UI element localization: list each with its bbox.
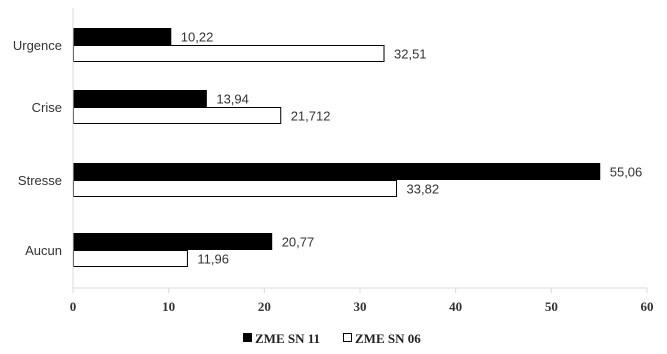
x-tick-label: 20 (258, 299, 271, 314)
legend-swatch (243, 333, 252, 342)
legend-swatch (343, 333, 352, 342)
bar-zme-sn-11 (73, 163, 601, 180)
bar-zme-sn-06 (73, 45, 385, 62)
data-label: 20,77 (282, 235, 315, 250)
bar-zme-sn-06 (73, 107, 282, 124)
bars-group (73, 28, 601, 267)
data-label: 11,96 (197, 252, 229, 267)
bar-zme-sn-06 (73, 250, 188, 267)
x-axis: 0 10 20 30 40 50 60 (70, 8, 654, 314)
category-label: Aucun (25, 243, 62, 258)
x-tick-label: 0 (70, 299, 77, 314)
x-tick-label: 60 (641, 299, 654, 314)
legend-item-zme-sn-06: ZME SN 06 (355, 331, 421, 346)
data-label: 21,712 (291, 109, 331, 124)
category-label: Stresse (18, 173, 62, 188)
bar-zme-sn-11 (73, 233, 273, 250)
data-label: 10,22 (181, 30, 214, 45)
category-labels-group: Urgence Crise Stresse Aucun (13, 38, 62, 258)
x-tick-label: 30 (354, 299, 367, 314)
x-tick-label: 40 (449, 299, 462, 314)
value-labels-group: 10,22 32,51 13,94 21,712 55,06 33,82 20,77 11,9… (181, 30, 643, 267)
bar-zme-sn-11 (73, 28, 172, 45)
x-tick-label: 50 (545, 299, 558, 314)
data-label: 13,94 (216, 92, 249, 107)
category-label: Urgence (13, 38, 62, 53)
legend-item-zme-sn-11: ZME SN 11 (255, 331, 320, 346)
data-label: 33,82 (407, 182, 440, 197)
bar-zme-sn-11 (73, 90, 207, 107)
x-tick-label: 10 (162, 299, 175, 314)
category-label: Crise (32, 100, 62, 115)
data-label: 55,06 (610, 165, 643, 180)
legend: ZME SN 11 ZME SN 06 (243, 331, 421, 346)
data-label: 32,51 (394, 47, 427, 62)
bar-zme-sn-06 (73, 180, 398, 197)
